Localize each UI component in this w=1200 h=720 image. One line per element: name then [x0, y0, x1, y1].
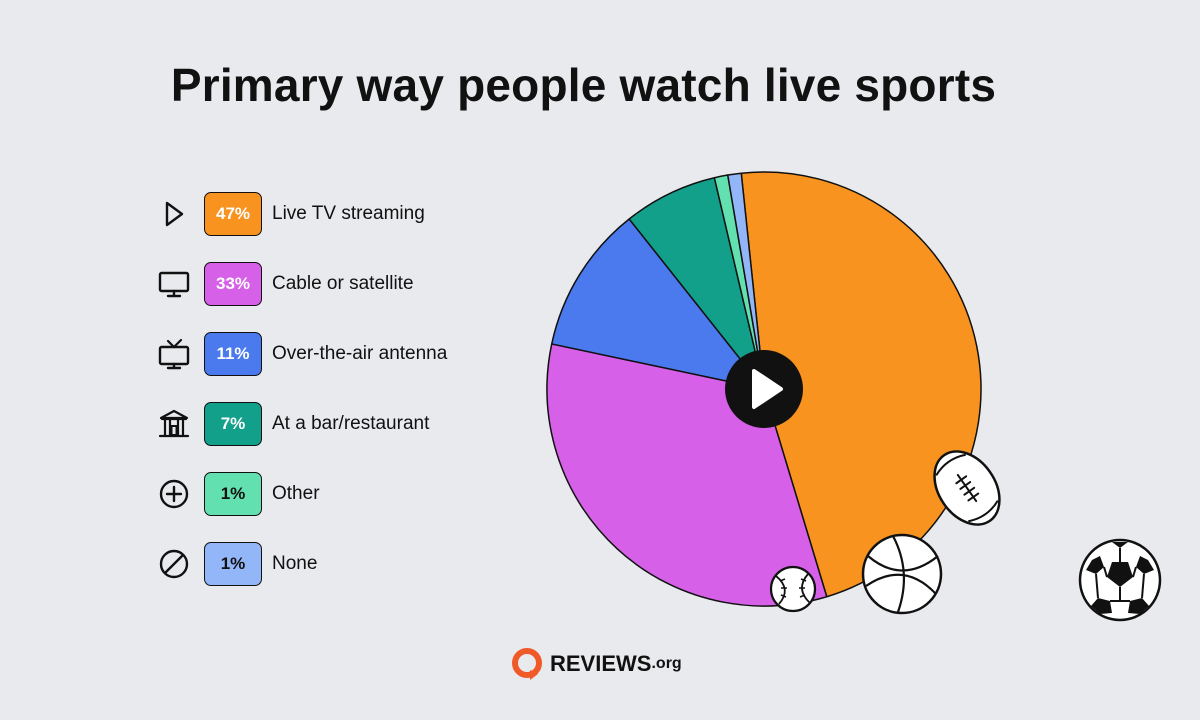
- legend-percent: 7%: [204, 402, 262, 446]
- legend-percent: 47%: [204, 192, 262, 236]
- legend-item: 1% Other: [150, 471, 447, 517]
- legend: 47% Live TV streaming 33% Cable or satel…: [150, 191, 447, 611]
- legend-percent: 1%: [204, 472, 262, 516]
- legend-item: 1% None: [150, 541, 447, 587]
- soccer-ball-icon: [1078, 538, 1162, 622]
- legend-label: At a bar/restaurant: [272, 413, 430, 434]
- brand-name: REVIEWS: [550, 651, 652, 676]
- legend-label: Other: [272, 483, 320, 504]
- pie-slice: [550, 218, 765, 390]
- play-outline-icon: [150, 191, 198, 237]
- brand-logo: REVIEWS .org: [510, 646, 682, 682]
- legend-label: None: [272, 553, 318, 574]
- football-icon: [933, 450, 1001, 526]
- plus-circle-icon: [150, 471, 198, 517]
- brand-q-icon: [512, 648, 542, 680]
- legend-label: Over-the-air antenna: [272, 343, 448, 364]
- legend-percent: 1%: [204, 542, 262, 586]
- legend-label: Live TV streaming: [272, 203, 425, 224]
- chart-title: Primary way people watch live sports: [170, 59, 997, 111]
- legend-item: 7% At a bar/restaurant: [150, 401, 447, 447]
- monitor-icon: [150, 261, 198, 307]
- building-icon: [150, 401, 198, 447]
- legend-percent: 11%: [204, 332, 262, 376]
- baseball-icon: [769, 565, 817, 613]
- legend-label: Cable or satellite: [272, 273, 414, 294]
- play-icon: [752, 369, 783, 409]
- pie-slices: [546, 171, 982, 607]
- brand-tld: .org: [651, 655, 682, 672]
- play-button[interactable]: [725, 350, 803, 428]
- legend-percent: 33%: [204, 262, 262, 306]
- antenna-tv-icon: [150, 331, 198, 377]
- legend-item: 47% Live TV streaming: [150, 191, 447, 237]
- legend-item: 11% Over-the-air antenna: [150, 331, 447, 377]
- basketball-icon: [861, 533, 943, 615]
- legend-item: 33% Cable or satellite: [150, 261, 447, 307]
- pie-slice: [727, 172, 765, 390]
- prohibited-icon: [150, 541, 198, 587]
